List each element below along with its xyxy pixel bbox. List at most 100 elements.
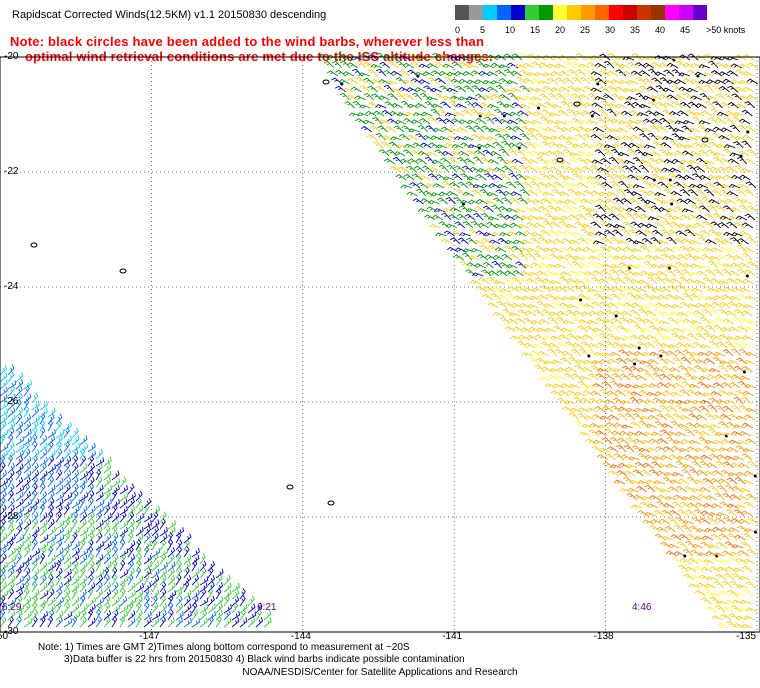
wind-barb xyxy=(735,215,748,221)
wind-barb xyxy=(690,406,702,413)
wind-barb xyxy=(559,215,572,221)
wind-barb xyxy=(612,255,625,261)
wind-barb xyxy=(669,110,681,117)
wind-barb xyxy=(612,373,623,381)
wind-barb xyxy=(601,237,613,245)
wind-barb xyxy=(648,157,660,165)
wind-barb xyxy=(465,208,478,213)
wind-barb xyxy=(470,220,482,229)
wind-barb xyxy=(31,462,39,474)
wind-barb xyxy=(15,427,23,439)
wind-barb xyxy=(542,72,555,77)
wind-barb xyxy=(726,446,739,453)
wind-barb xyxy=(726,364,737,373)
wind-barb xyxy=(691,517,703,525)
wind-barb xyxy=(0,408,9,418)
wind-barb xyxy=(670,278,682,285)
wind-barb xyxy=(39,590,49,600)
wind-barb xyxy=(492,254,505,261)
wind-barb xyxy=(680,327,692,333)
wind-barb xyxy=(151,589,160,600)
wind-barb xyxy=(175,546,183,558)
wind-barb xyxy=(656,239,669,245)
wind-barb xyxy=(15,385,23,397)
wind-barb xyxy=(536,270,548,277)
wind-barb xyxy=(23,567,31,579)
wind-barb xyxy=(445,223,458,229)
wind-barb xyxy=(726,391,738,397)
wind-barb xyxy=(199,553,206,565)
wind-barb xyxy=(438,164,449,173)
wind-barb xyxy=(603,373,615,381)
wind-barb xyxy=(111,484,120,495)
wind-barb xyxy=(360,126,373,133)
wind-barb xyxy=(700,454,712,461)
wind-barb xyxy=(549,367,561,373)
wind-barb xyxy=(167,582,176,593)
wind-barb xyxy=(693,479,706,485)
wind-barb xyxy=(606,70,619,77)
wind-barb xyxy=(650,518,662,525)
wind-barb xyxy=(663,358,675,365)
wind-barb xyxy=(7,616,14,628)
wind-barb xyxy=(635,230,647,237)
wind-barb xyxy=(697,552,709,557)
wind-barb xyxy=(722,606,734,613)
wind-barb xyxy=(487,158,500,165)
wind-barb xyxy=(556,286,568,293)
wind-barb xyxy=(732,341,744,349)
wind-barb xyxy=(239,588,246,600)
wind-barb xyxy=(71,427,79,439)
wind-barb xyxy=(611,430,623,437)
wind-barb xyxy=(191,547,200,558)
wind-barb xyxy=(55,492,65,502)
wind-barb xyxy=(408,128,420,133)
wind-barb xyxy=(614,277,626,285)
wind-barb xyxy=(63,575,72,586)
wind-barb xyxy=(743,501,755,509)
wind-barb xyxy=(521,239,533,245)
wind-barb xyxy=(609,437,621,445)
wind-barb xyxy=(471,272,484,277)
quality-flag-circle xyxy=(668,178,672,182)
wind-barb xyxy=(570,348,582,357)
wind-barb xyxy=(684,229,695,237)
wind-barb xyxy=(566,108,577,117)
wind-barb xyxy=(199,576,209,586)
wind-barb xyxy=(667,517,679,525)
wind-barb xyxy=(704,213,716,221)
wind-barb xyxy=(119,476,127,488)
wind-barb xyxy=(677,110,689,117)
wind-barb xyxy=(537,181,549,189)
wind-barb xyxy=(398,133,410,141)
wind-barb xyxy=(716,199,728,205)
wind-barb xyxy=(207,574,216,586)
wind-barb xyxy=(517,340,528,349)
wind-barb xyxy=(706,149,718,157)
wind-barb xyxy=(247,611,257,621)
wind-barb xyxy=(663,102,675,109)
wind-barb xyxy=(473,212,484,221)
wind-barb xyxy=(683,573,695,581)
wind-barb xyxy=(484,172,495,181)
wind-barb xyxy=(111,581,119,593)
wind-barb xyxy=(687,557,699,565)
wind-barb xyxy=(175,567,183,579)
wind-barb xyxy=(496,184,509,189)
wind-barb xyxy=(7,364,15,376)
wind-barb xyxy=(511,302,523,309)
wind-barb xyxy=(55,596,64,607)
wind-barb xyxy=(590,390,602,397)
wind-barb xyxy=(527,158,540,165)
wind-barb xyxy=(432,183,445,189)
wind-barb xyxy=(550,221,562,229)
wind-barb xyxy=(725,253,737,261)
wind-barb xyxy=(23,610,32,621)
wind-barb xyxy=(143,568,152,579)
wind-barb xyxy=(339,92,350,101)
wind-barb xyxy=(0,450,9,460)
wind-barb xyxy=(47,526,56,537)
wind-barb xyxy=(738,63,751,69)
wind-barb xyxy=(692,429,703,437)
wind-barb xyxy=(674,375,687,381)
